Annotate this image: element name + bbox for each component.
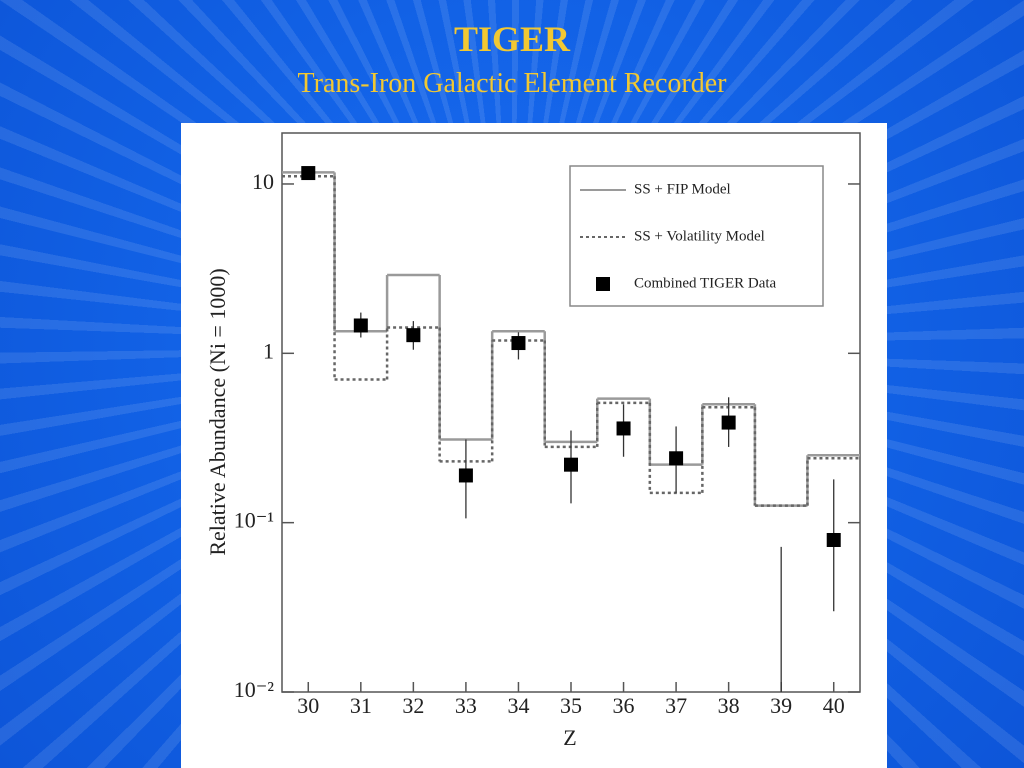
x-tick-label: 38: [718, 693, 740, 718]
data-point: [458, 468, 473, 483]
data-point: [511, 336, 526, 351]
data-point: [669, 451, 684, 466]
data-point: [353, 318, 368, 333]
y-tick-label: 10: [252, 169, 274, 194]
x-axis-label: Z: [563, 725, 576, 750]
data-point: [826, 532, 841, 547]
slide-subtitle: Trans-Iron Galactic Element Recorder: [297, 68, 727, 99]
legend-swatch: [596, 277, 610, 291]
x-tick-label: 36: [613, 693, 635, 718]
data-point: [406, 328, 421, 343]
data-point: [616, 421, 631, 436]
x-tick-label: 35: [560, 693, 582, 718]
legend-label: SS + Volatility Model: [634, 228, 765, 244]
data-point: [301, 166, 316, 181]
x-tick-label: 32: [402, 693, 424, 718]
x-tick-label: 33: [455, 693, 477, 718]
data-point: [564, 457, 578, 472]
x-tick-label: 37: [665, 693, 687, 718]
y-tick-label: 10⁻²: [234, 677, 275, 702]
x-tick-label: 30: [297, 693, 319, 718]
slide-title: TIGER: [453, 19, 571, 59]
x-tick-label: 40: [823, 693, 845, 718]
legend-label: SS + FIP Model: [634, 181, 731, 197]
y-tick-label: 10⁻¹: [234, 508, 274, 533]
y-axis-label: Relative Abundance (Ni = 1000): [205, 268, 230, 555]
x-tick-label: 39: [770, 693, 792, 718]
y-tick-label: 1: [263, 338, 274, 363]
x-tick-label: 31: [350, 693, 372, 718]
legend-label: Combined TIGER Data: [634, 275, 777, 291]
x-tick-label: 34: [507, 693, 529, 718]
data-point: [721, 415, 736, 430]
